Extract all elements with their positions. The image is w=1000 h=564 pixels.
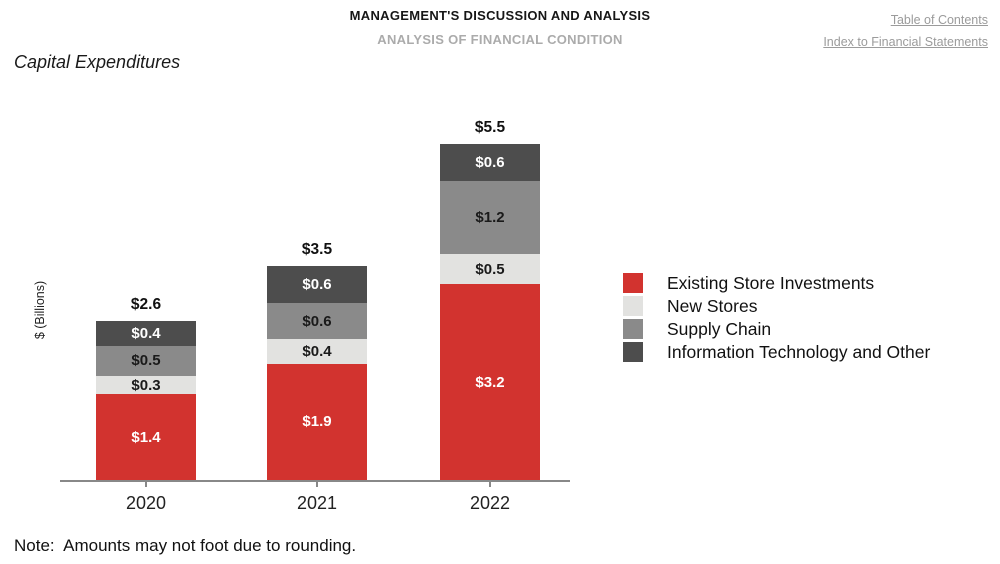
bar-segment-2022-supply-chain: $1.2 xyxy=(440,180,540,254)
section-title: Capital Expenditures xyxy=(14,52,181,72)
footnote: Note: Amounts may not foot due to roundi… xyxy=(14,536,357,555)
bar-segment-value: $1.2 xyxy=(475,208,505,226)
bar-segment-2020-information-technology-and-other: $0.4 xyxy=(96,321,196,346)
x-axis-line xyxy=(60,480,570,482)
bar-total-2020: $2.6 xyxy=(130,296,162,314)
bar-segment-2020-supply-chain: $0.5 xyxy=(96,345,196,377)
legend-swatch xyxy=(623,296,643,316)
bar-segment-2021-information-technology-and-other: $0.6 xyxy=(267,266,367,303)
bar-segment-value: $0.5 xyxy=(475,260,505,278)
legend-swatch xyxy=(623,273,643,293)
legend-label: New Stores xyxy=(667,296,758,316)
bar-segment-value: $0.6 xyxy=(302,312,332,330)
legend-item-existing-store-investments: Existing Store Investments xyxy=(623,273,930,293)
x-axis-label-2022: 2022 xyxy=(469,493,511,513)
bar-total-2021: $3.5 xyxy=(301,241,333,259)
bar-segment-2022-information-technology-and-other: $0.6 xyxy=(440,143,540,181)
chart-legend: Existing Store Investments New Stores Supp… xyxy=(623,273,930,362)
x-axis-label-2020: 2020 xyxy=(125,493,167,513)
page-header: MANAGEMENT'S DISCUSSION AND ANALYSIS ANA… xyxy=(0,8,1000,47)
legend-swatch xyxy=(623,342,643,362)
bar-segment-value: $1.4 xyxy=(131,428,161,446)
bar-segment-value: $1.9 xyxy=(302,413,332,431)
bar-segment-value: $0.5 xyxy=(131,352,161,370)
bar-segment-value: $3.2 xyxy=(475,373,505,391)
bar-segment-value: $0.4 xyxy=(131,324,161,342)
legend-item-supply-chain: Supply Chain xyxy=(623,319,930,339)
table-of-contents-link[interactable]: Table of Contents xyxy=(890,13,988,27)
header-links: Table of Contents Index to Financial Sta… xyxy=(823,9,988,53)
bar-segment-2022-new-stores: $0.5 xyxy=(440,253,540,285)
header-title: MANAGEMENT'S DISCUSSION AND ANALYSIS xyxy=(349,8,651,23)
bar-segment-value: $0.6 xyxy=(475,153,505,171)
bar-segment-2021-existing-store-investments: $1.9 xyxy=(267,363,367,480)
x-axis-label-2021: 2021 xyxy=(296,493,338,513)
x-axis-tick xyxy=(316,482,318,487)
bar-segment-value: $0.6 xyxy=(302,275,332,293)
legend-item-new-stores: New Stores xyxy=(623,296,930,316)
index-to-financial-statements-link[interactable]: Index to Financial Statements xyxy=(823,35,988,49)
legend-label: Existing Store Investments xyxy=(667,273,875,293)
header-subtitle: ANALYSIS OF FINANCIAL CONDITION xyxy=(377,32,623,47)
legend-label: Information Technology and Other xyxy=(667,342,931,362)
bar-segment-2020-new-stores: $0.3 xyxy=(96,376,196,395)
legend-item-information-technology-and-other: Information Technology and Other xyxy=(623,342,930,362)
x-axis-tick xyxy=(145,482,147,487)
x-axis-tick xyxy=(489,482,491,487)
legend-swatch xyxy=(623,319,643,339)
legend-label: Supply Chain xyxy=(667,319,772,339)
bar-segment-2020-existing-store-investments: $1.4 xyxy=(96,394,196,480)
bar-segment-value: $0.4 xyxy=(302,343,332,361)
bar-segment-value: $0.3 xyxy=(131,376,161,394)
bar-segment-2021-new-stores: $0.4 xyxy=(267,339,367,364)
bar-segment-2021-supply-chain: $0.6 xyxy=(267,302,367,340)
bar-segment-2022-existing-store-investments: $3.2 xyxy=(440,284,540,480)
bar-total-2022: $5.5 xyxy=(474,118,506,136)
